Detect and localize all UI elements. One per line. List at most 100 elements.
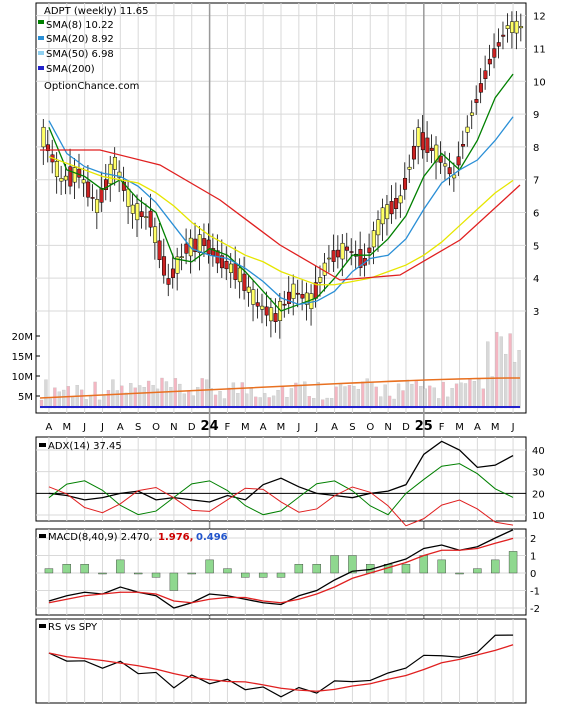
volume-bar bbox=[441, 381, 445, 409]
candle-body bbox=[447, 167, 452, 175]
adx-line bbox=[48, 440, 514, 503]
candle-body bbox=[170, 268, 175, 278]
x-tick-label: M bbox=[277, 422, 286, 433]
volume-bar bbox=[80, 389, 84, 409]
volume-bar bbox=[289, 388, 294, 409]
volume-bar bbox=[410, 383, 414, 409]
macd-hist-bar bbox=[241, 572, 250, 578]
candle-body bbox=[327, 257, 332, 260]
volume-bar bbox=[481, 388, 485, 409]
x-tick-label: M bbox=[455, 422, 464, 433]
candle-body bbox=[41, 126, 46, 148]
x-tick-label: A bbox=[117, 422, 124, 433]
legend-sma20: SMA(20) 8.92 bbox=[46, 34, 114, 45]
price-title: ADPT (weekly) 11.65 bbox=[44, 6, 148, 17]
candle-body bbox=[117, 171, 122, 178]
candle-body bbox=[501, 34, 506, 37]
volume-bar bbox=[142, 387, 146, 409]
volume-bar bbox=[164, 381, 169, 409]
volume-bar bbox=[62, 389, 66, 409]
macd-hist-bar bbox=[348, 555, 357, 574]
macd-hist-bar bbox=[294, 564, 304, 574]
candle-body bbox=[474, 99, 479, 103]
volume-bar bbox=[414, 379, 419, 409]
macd-title: MACD(8,40,9) 2.470, bbox=[48, 532, 153, 543]
rs-grid bbox=[48, 619, 514, 703]
price-tick-label: 7 bbox=[533, 176, 539, 187]
volume-bar bbox=[298, 384, 303, 409]
x-tick-label: A bbox=[260, 422, 267, 433]
volume-bar bbox=[169, 387, 173, 409]
x-tick-label: J bbox=[314, 422, 318, 433]
candle-body bbox=[456, 156, 461, 166]
candle-body bbox=[260, 305, 265, 310]
macd-hist-bar bbox=[473, 568, 482, 574]
candle-body bbox=[478, 83, 483, 93]
candle-body bbox=[345, 246, 350, 251]
macd-hist-bar bbox=[419, 555, 429, 574]
price-tick-label: 10 bbox=[533, 77, 546, 88]
candle-body bbox=[398, 195, 403, 204]
candle-body bbox=[72, 167, 77, 183]
candle-body bbox=[358, 249, 363, 268]
volume-bar bbox=[463, 383, 468, 409]
volume-bar bbox=[209, 388, 213, 409]
volume-bar bbox=[396, 383, 401, 409]
rs-title: RS vs SPY bbox=[48, 622, 98, 633]
volume-tick-label: 5M bbox=[18, 392, 33, 403]
candle-body bbox=[411, 145, 416, 160]
candle-body bbox=[157, 240, 162, 260]
volume-bar bbox=[450, 388, 454, 409]
volume-bar bbox=[512, 361, 517, 409]
volume-bar bbox=[120, 385, 124, 409]
candle-body bbox=[237, 267, 242, 283]
volume-bar bbox=[468, 379, 472, 409]
x-tick-label: J bbox=[100, 422, 104, 433]
adx-tick-label: 10 bbox=[532, 511, 545, 522]
volume-bar bbox=[173, 378, 178, 409]
price-tick-label: 12 bbox=[533, 12, 546, 23]
candle-body bbox=[251, 289, 256, 305]
macd-hist-bar bbox=[116, 559, 125, 574]
macd-hist-bar bbox=[133, 572, 143, 575]
candle-body bbox=[394, 198, 399, 210]
price-tick-label: 9 bbox=[533, 110, 539, 121]
x-tick-label: N bbox=[384, 422, 391, 433]
volume-bar bbox=[356, 389, 361, 409]
adx-title-marker bbox=[39, 443, 46, 447]
candle-body bbox=[184, 243, 189, 254]
volume-bar bbox=[151, 385, 155, 409]
macd-tick-label: 2 bbox=[530, 534, 536, 545]
candle-body bbox=[496, 42, 501, 47]
macd-hist-bar bbox=[330, 555, 339, 574]
volume-bar bbox=[200, 378, 204, 409]
candle-body bbox=[282, 303, 287, 306]
candle-body bbox=[81, 179, 86, 184]
adx-tick-label: 20 bbox=[532, 489, 545, 500]
candle-body bbox=[63, 175, 68, 181]
candle-body bbox=[144, 216, 149, 218]
price-tick-label: 6 bbox=[533, 209, 539, 220]
macd-hist-bar bbox=[276, 572, 286, 578]
candle-body bbox=[130, 204, 135, 214]
volume-bar bbox=[276, 390, 280, 409]
volume-bar bbox=[178, 383, 182, 409]
x-tick-label: J bbox=[511, 422, 515, 433]
candle-body bbox=[514, 20, 519, 34]
volume-bar bbox=[405, 379, 410, 409]
volume-bar bbox=[432, 387, 436, 409]
candle-body bbox=[349, 251, 354, 253]
volume-bar bbox=[218, 390, 222, 409]
candle-body bbox=[269, 307, 274, 322]
candle-body bbox=[153, 226, 158, 243]
volume-bar bbox=[423, 388, 427, 409]
volume-bar bbox=[280, 386, 285, 409]
volume-avg-line bbox=[39, 377, 521, 399]
candle-body bbox=[233, 263, 238, 280]
candle-body bbox=[380, 207, 385, 225]
macd-hist-bar bbox=[455, 572, 464, 575]
x-tick-label: S bbox=[135, 422, 141, 433]
candle-body bbox=[206, 239, 211, 255]
x-tick-label: M bbox=[241, 422, 250, 433]
